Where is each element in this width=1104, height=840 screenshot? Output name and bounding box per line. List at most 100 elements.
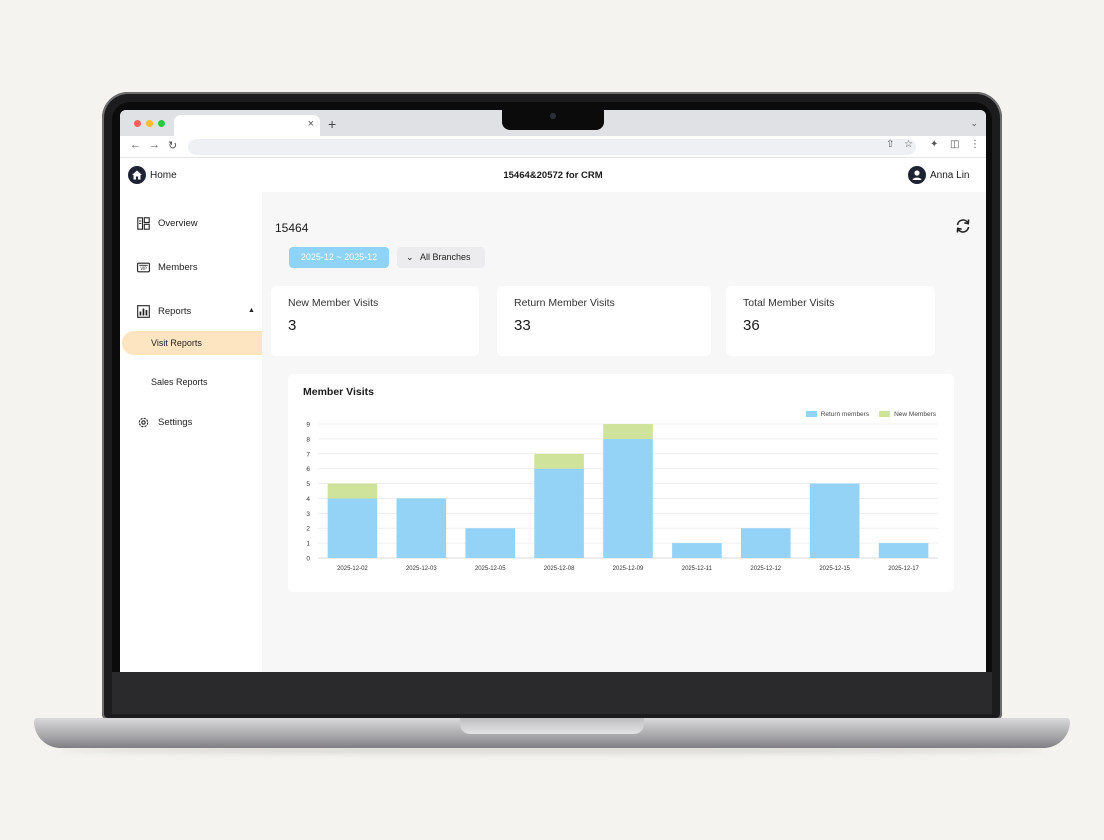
user-name[interactable]: Anna Lin [930, 170, 970, 181]
sidebar-item-label: Members [158, 262, 198, 273]
chart-legend: Return members New Members [805, 411, 936, 418]
chevron-down-icon: ⌄ [406, 252, 414, 262]
stat-value: 36 [743, 317, 760, 334]
y-tick-label: 7 [306, 451, 310, 458]
y-tick-label: 3 [306, 511, 310, 518]
x-tick-label: 2025-12-17 [888, 566, 919, 572]
sidebar-item-label: Settings [158, 417, 193, 428]
member-visits-chart-card: Member Visits Return members New Members 0 1… [288, 374, 954, 592]
laptop-chin [112, 672, 992, 714]
screen: × + ⌄ ← → ↻ ⇧ ☆ ✦ ◫ ⋮ Home 15464&20572 f… [120, 110, 986, 672]
x-tick-label: 2025-12-05 [475, 566, 506, 572]
new-tab-button[interactable]: + [328, 116, 337, 132]
sidebar-item-sales-reports[interactable]: Sales Reports [122, 370, 262, 394]
legend-item[interactable]: New Members [879, 411, 936, 418]
app-title: 15464&20572 for CRM [503, 170, 603, 181]
refresh-icon[interactable] [954, 217, 972, 240]
bar-return-members[interactable] [878, 543, 929, 558]
camera-notch [502, 108, 604, 130]
y-tick-label: 5 [306, 481, 310, 488]
bar-return-members[interactable] [603, 438, 653, 558]
x-tick-label: 2025-12-02 [337, 566, 368, 572]
legend-label: Return members [820, 411, 870, 418]
page-title: 15464 [275, 221, 309, 235]
close-window-button[interactable] [134, 120, 141, 127]
stat-value: 33 [514, 317, 531, 334]
forward-arrow-icon[interactable]: → [149, 139, 160, 151]
sidebar-item-reports[interactable]: Reports ▲ [120, 300, 262, 324]
back-arrow-icon[interactable]: ← [130, 139, 141, 151]
stat-label: Return Member Visits [514, 297, 615, 309]
user-avatar-icon[interactable] [908, 166, 926, 184]
chart-title: Member Visits [303, 386, 375, 398]
share-icon[interactable]: ⇧ [886, 139, 895, 150]
y-tick-label: 9 [306, 422, 310, 429]
reload-icon[interactable]: ↻ [168, 140, 178, 152]
sidebar-item-visit-reports[interactable]: Visit Reports [122, 331, 262, 355]
laptop-base-notch [460, 718, 644, 734]
y-tick-label: 4 [306, 496, 310, 503]
members-icon: VIP [137, 262, 150, 273]
bar-return-members[interactable] [465, 528, 516, 558]
chevron-up-icon[interactable]: ▲ [248, 307, 255, 314]
laptop-shadow [60, 746, 1044, 754]
date-range-picker[interactable]: 2025-12 ~ 2025-12 [289, 247, 389, 268]
x-tick-label: 2025-12-03 [406, 566, 437, 572]
browser-tabbar: × + ⌄ [120, 110, 986, 136]
member-visits-chart: 0 1 2 3 4 5 6 7 8 9 2025-12-02 2025-12-03 2025-12-05… [306, 422, 938, 572]
maximize-window-button[interactable] [158, 120, 165, 127]
bar-new-members[interactable] [327, 483, 378, 499]
x-tick-label: 2025-12-08 [544, 566, 575, 572]
bar-return-members[interactable] [534, 468, 584, 558]
sidebar-item-label: Reports [158, 306, 192, 317]
y-tick-label: 2 [306, 526, 310, 533]
legend-swatch [805, 411, 817, 418]
y-tick-label: 0 [306, 556, 310, 563]
legend-item[interactable]: Return members [805, 411, 870, 418]
stat-label: Total Member Visits [743, 297, 835, 309]
stat-card-total-visits: Total Member Visits 36 [726, 286, 935, 356]
bar-return-members[interactable] [809, 483, 860, 558]
stat-label: New Member Visits [288, 297, 379, 309]
bookmark-star-icon[interactable]: ☆ [904, 139, 913, 150]
sidebar-item-members[interactable]: VIP Members [120, 256, 262, 280]
reports-icon [137, 305, 150, 318]
sidebar-item-settings[interactable]: Settings [120, 411, 262, 435]
legend-swatch [879, 411, 891, 418]
menu-kebab-icon[interactable]: ⋮ [970, 139, 980, 150]
bar-new-members[interactable] [534, 453, 584, 469]
address-bar[interactable] [188, 139, 916, 155]
stat-card-return-visits: Return Member Visits 33 [497, 286, 711, 356]
stat-value: 3 [288, 317, 297, 334]
sidebar-item-overview[interactable]: Overview [120, 212, 262, 236]
browser-tab[interactable]: × [174, 115, 320, 136]
tab-close-icon[interactable]: × [307, 118, 314, 130]
bar-return-members[interactable] [396, 498, 447, 558]
legend-label: New Members [894, 411, 936, 418]
camera-icon [550, 113, 556, 119]
browser-toolbar: ← → ↻ ⇧ ☆ ✦ ◫ ⋮ [120, 136, 986, 158]
sidebar-item-label: Sales Reports [151, 377, 208, 387]
sidebar-item-label: Overview [158, 218, 198, 229]
tab-list-chevron-icon[interactable]: ⌄ [970, 118, 978, 128]
bar-return-members[interactable] [327, 498, 378, 558]
main-content: 15464 2025-12 ~ 2025-12 ⌄ All Branches N… [262, 192, 986, 672]
gear-icon [138, 417, 149, 428]
svg-text:VIP: VIP [140, 266, 147, 271]
stat-card-new-visits: New Member Visits 3 [271, 286, 479, 356]
extensions-icon[interactable]: ✦ [930, 139, 939, 150]
bar-return-members[interactable] [672, 543, 722, 558]
x-tick-label: 2025-12-11 [682, 566, 713, 572]
home-icon[interactable] [128, 166, 146, 184]
branch-filter-dropdown[interactable]: ⌄ All Branches [397, 247, 485, 268]
x-tick-label: 2025-12-09 [613, 566, 644, 572]
bar-new-members[interactable] [603, 424, 653, 439]
sidebar-item-label: Visit Reports [151, 338, 202, 348]
x-tick-label: 2025-12-15 [819, 566, 850, 572]
sidepanel-icon[interactable]: ◫ [950, 139, 960, 150]
y-tick-label: 6 [306, 466, 310, 473]
sidebar: Overview VIP Members Reports ▲ Visit Rep… [120, 192, 262, 672]
bar-return-members[interactable] [740, 528, 791, 558]
home-link[interactable]: Home [150, 170, 177, 181]
minimize-window-button[interactable] [146, 120, 153, 127]
